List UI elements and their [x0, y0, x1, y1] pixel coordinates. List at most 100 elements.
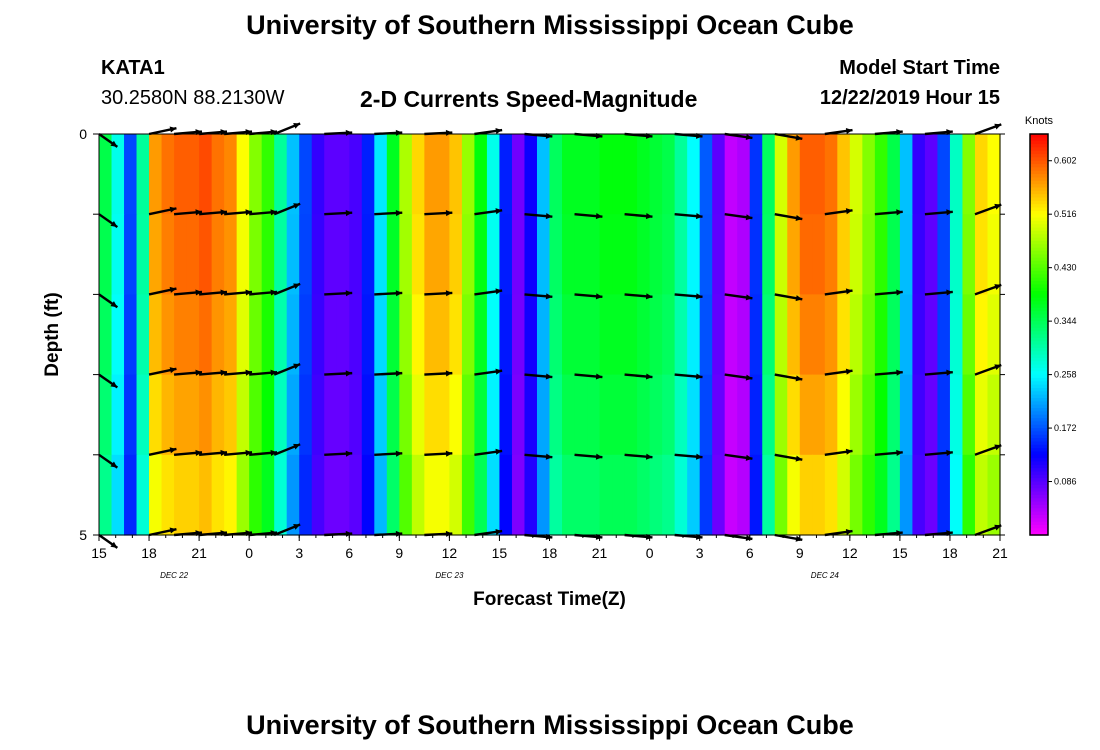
- heatmap-cell: [762, 134, 776, 215]
- heatmap-cell: [474, 374, 488, 456]
- vector-head: [545, 453, 553, 460]
- heatmap-cell: [449, 454, 463, 536]
- heatmap-cell: [924, 294, 939, 376]
- heatmap-cell: [812, 374, 826, 456]
- heatmap-cell: [186, 294, 200, 376]
- colorbar-band: [1030, 331, 1048, 336]
- heatmap-cell: [687, 374, 701, 456]
- heatmap-cell: [411, 134, 425, 215]
- colorbar-band: [1030, 501, 1048, 506]
- x-tick-label: 12: [842, 545, 858, 561]
- colorbar-band: [1030, 167, 1048, 172]
- colorbar-band: [1030, 478, 1048, 483]
- colorbar-band: [1030, 271, 1048, 275]
- colorbar-band: [1030, 260, 1048, 265]
- heatmap-cell: [111, 134, 125, 215]
- vector-head: [293, 363, 301, 370]
- heatmap-cell: [799, 134, 813, 215]
- colorbar-band: [1030, 257, 1048, 262]
- vector-head: [110, 541, 118, 548]
- heatmap-cell: [424, 374, 438, 456]
- heatmap-cell: [486, 294, 501, 376]
- colorbar-band: [1030, 157, 1048, 162]
- heatmap-cell: [774, 214, 788, 295]
- heatmap-cell: [712, 134, 726, 215]
- vector-head: [293, 123, 301, 129]
- heatmap-cell: [662, 374, 676, 456]
- colorbar-band: [1030, 311, 1048, 316]
- heatmap-cell: [449, 294, 463, 376]
- vector-head: [445, 450, 453, 457]
- heatmap-cells: [99, 134, 1001, 536]
- vector-head: [345, 450, 353, 457]
- heatmap-cell: [536, 294, 551, 376]
- heatmap-cell: [286, 454, 300, 536]
- heatmap-cell: [924, 374, 939, 456]
- heatmap-cell: [749, 374, 763, 456]
- heatmap-cell: [874, 214, 888, 295]
- colorbar-band: [1030, 277, 1048, 282]
- heatmap-cell: [511, 454, 526, 536]
- colorbar-band: [1030, 321, 1048, 326]
- heatmap-cell: [186, 374, 200, 456]
- x-tick-label: 0: [646, 545, 654, 561]
- heatmap-cell: [174, 134, 188, 215]
- vector-head: [545, 132, 553, 139]
- heatmap-cell: [324, 294, 338, 376]
- vector-head: [845, 288, 853, 295]
- colorbar-band: [1030, 464, 1048, 469]
- heatmap-cell: [824, 294, 838, 376]
- vector-head: [994, 364, 1002, 371]
- colorbar-band: [1030, 344, 1048, 349]
- heatmap-cell: [662, 214, 676, 295]
- x-axis-title: Forecast Time(Z): [473, 589, 626, 610]
- vector-head: [195, 449, 202, 456]
- vector-head: [946, 129, 953, 136]
- heatmap-cell: [336, 134, 350, 215]
- heatmap-cell: [211, 374, 225, 456]
- colorbar: 0.086 0.172 0.258 0.344 0.430 0.516 0.602 Knots: [1025, 115, 1077, 536]
- heatmap-cell: [261, 214, 275, 295]
- heatmap-cell: [962, 374, 976, 456]
- colorbar-band: [1030, 287, 1048, 292]
- vector-head: [270, 369, 278, 376]
- colorbar-band: [1030, 474, 1048, 479]
- heatmap-cell: [349, 454, 363, 536]
- heatmap-cell: [699, 134, 713, 215]
- x-tick-label: 15: [91, 545, 107, 561]
- vector-head: [445, 370, 453, 377]
- colorbar-band: [1030, 394, 1048, 399]
- heatmap-cell: [824, 134, 838, 215]
- heatmap-cell: [461, 454, 476, 536]
- heatmap-cell: [524, 214, 538, 295]
- heatmap-cell: [887, 134, 901, 215]
- colorbar-band: [1030, 471, 1048, 476]
- heatmap-cell: [311, 374, 325, 456]
- vector-head: [110, 140, 118, 147]
- vector-head: [896, 209, 903, 216]
- colorbar-band: [1030, 434, 1048, 439]
- heatmap-cell: [361, 294, 375, 376]
- heatmap-cell: [987, 374, 1001, 456]
- vector-head: [245, 209, 253, 216]
- heatmap-cell: [211, 454, 225, 536]
- heatmap-cell: [724, 454, 738, 536]
- heatmap-cell: [574, 374, 588, 456]
- colorbar-band: [1030, 514, 1048, 519]
- heatmap-cell: [124, 374, 138, 456]
- heatmap-cell: [161, 214, 175, 295]
- heatmap-cell: [899, 454, 913, 536]
- heatmap-cell: [899, 134, 913, 215]
- heatmap-cell: [587, 374, 601, 456]
- heatmap-cell: [386, 454, 400, 536]
- colorbar-band: [1030, 194, 1048, 199]
- colorbar-band: [1030, 384, 1048, 389]
- x-tick-label: 9: [796, 545, 804, 561]
- heatmap-cell: [687, 454, 701, 536]
- heatmap-cell: [774, 134, 788, 215]
- vector-head: [795, 375, 803, 382]
- colorbar-band: [1030, 508, 1048, 513]
- heatmap-cell: [349, 374, 363, 456]
- heatmap-cell: [499, 214, 513, 295]
- colorbar-band: [1030, 458, 1048, 463]
